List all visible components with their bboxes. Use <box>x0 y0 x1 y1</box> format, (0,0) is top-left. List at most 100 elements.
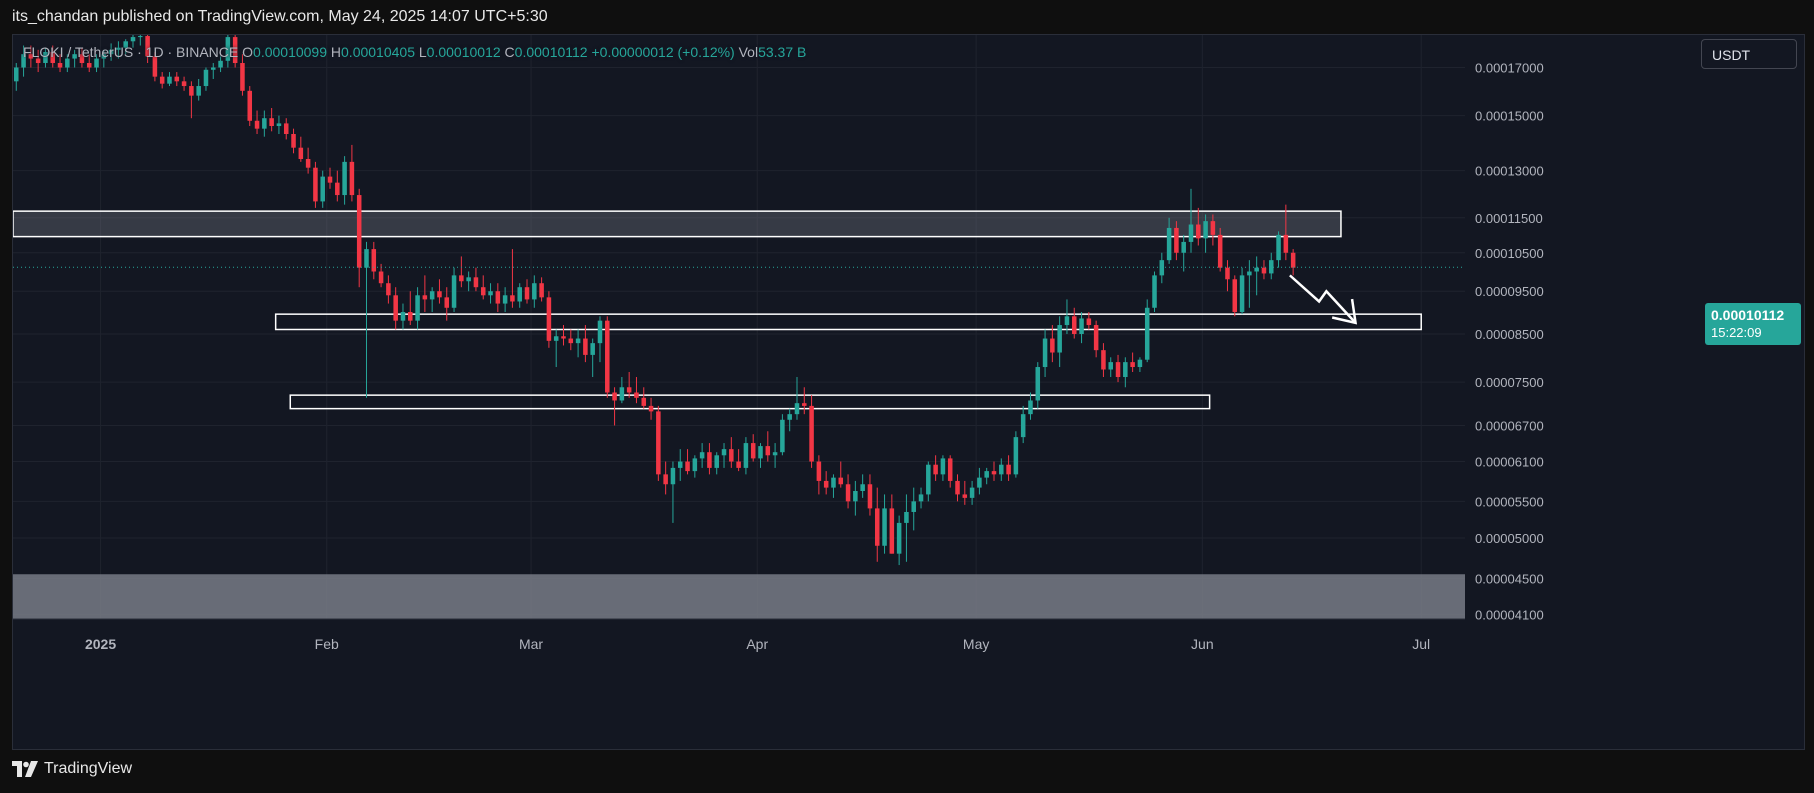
candle <box>57 54 63 73</box>
candle-body <box>999 464 1004 475</box>
candle <box>955 474 960 502</box>
candle <box>1006 455 1011 481</box>
candle <box>605 316 610 398</box>
high-value: 0.00010405 <box>341 44 415 60</box>
candle <box>772 443 778 468</box>
candle-body <box>831 477 836 488</box>
candle <box>283 118 289 140</box>
candle-body <box>962 494 968 498</box>
candle <box>926 461 931 502</box>
candle <box>1254 256 1259 296</box>
candle-body <box>57 63 63 68</box>
price-chart[interactable]: 0.00017000 0.00015000 0.00013000 0.00011500… <box>13 35 1804 749</box>
candle <box>378 263 384 288</box>
candle-body <box>1254 267 1259 272</box>
chart-frame[interactable]: 0.00017000 0.00015000 0.00013000 0.00011500… <box>12 34 1805 750</box>
candle-body <box>794 403 800 415</box>
candle-body <box>1210 221 1216 235</box>
candle <box>349 144 355 202</box>
candle-body <box>699 452 705 459</box>
candle <box>72 49 77 68</box>
candle-body <box>174 76 180 82</box>
candle <box>335 170 340 202</box>
candle <box>787 408 792 432</box>
candle <box>437 279 442 304</box>
candle-body <box>947 458 953 481</box>
candle-body <box>408 312 413 321</box>
candle-body <box>378 271 384 284</box>
price-tick-label: 0.00013000 <box>1475 164 1544 179</box>
candle <box>35 49 41 73</box>
candle <box>276 115 282 135</box>
candle-body <box>181 81 187 87</box>
candle <box>429 287 435 313</box>
candle-body <box>590 343 595 355</box>
candle-body <box>685 461 690 472</box>
last-price-value: 0.00010112 <box>1711 307 1785 323</box>
candle <box>612 387 617 426</box>
candle-body <box>561 336 566 339</box>
candle <box>305 147 311 174</box>
candle-body <box>320 176 325 202</box>
candle-body <box>1276 234 1281 261</box>
candle <box>1225 260 1230 292</box>
price-tick-label: 0.00006100 <box>1475 455 1544 470</box>
time-tick-label: Jul <box>1412 636 1430 652</box>
candle-body <box>232 37 238 64</box>
candle-body <box>386 283 391 296</box>
candle <box>1079 312 1084 344</box>
candle <box>882 494 887 554</box>
candle <box>189 81 194 119</box>
candle-body <box>1159 260 1165 276</box>
close-value: 0.00010112 <box>514 44 588 60</box>
candle <box>1283 204 1289 261</box>
candle-body <box>1123 362 1128 378</box>
candle <box>138 35 143 46</box>
currency-button[interactable]: USDT <box>1701 39 1797 69</box>
candle <box>656 405 661 481</box>
candle <box>933 455 938 481</box>
candle-body <box>502 295 508 304</box>
candle-body <box>1013 437 1019 475</box>
candle <box>1035 362 1041 409</box>
candle <box>553 329 559 368</box>
candle <box>1166 217 1172 264</box>
candle <box>743 437 749 475</box>
price-tick-label: 0.00006700 <box>1475 418 1544 433</box>
candle <box>1057 316 1062 368</box>
candle <box>1071 307 1077 339</box>
candle <box>962 480 968 505</box>
candle-body <box>225 37 231 61</box>
candle <box>1101 343 1106 378</box>
candle-body <box>1020 414 1026 438</box>
candle <box>546 291 552 348</box>
candle <box>510 249 515 308</box>
candle-body <box>203 69 209 87</box>
candle-body <box>612 392 617 401</box>
candle <box>977 467 982 495</box>
candle-body <box>867 484 873 509</box>
candle-body <box>415 295 420 321</box>
time-tick-label: Apr <box>746 636 768 652</box>
candle-body <box>1247 271 1252 276</box>
candle-body <box>196 86 201 96</box>
symbol-label[interactable]: FLOKI / TetherUS · 1D · BINANCE <box>23 44 239 60</box>
candle-body <box>750 443 756 459</box>
candle <box>65 54 70 73</box>
candle <box>1137 357 1143 372</box>
tradingview-logo[interactable]: TradingView <box>12 760 132 778</box>
candle-body <box>626 387 632 393</box>
price-tick-label: 0.00010500 <box>1475 246 1544 261</box>
open-label: O <box>242 44 254 60</box>
candle-body <box>575 338 581 344</box>
candle-body <box>247 90 253 121</box>
candle <box>575 329 581 358</box>
candle-body <box>1101 350 1106 370</box>
candle-body <box>729 449 734 462</box>
candle <box>225 35 231 68</box>
bar-countdown: 15:22:09 <box>1711 325 1762 340</box>
candle <box>145 35 150 64</box>
candle-body <box>955 480 960 495</box>
candle <box>889 494 895 554</box>
candle <box>758 443 763 468</box>
